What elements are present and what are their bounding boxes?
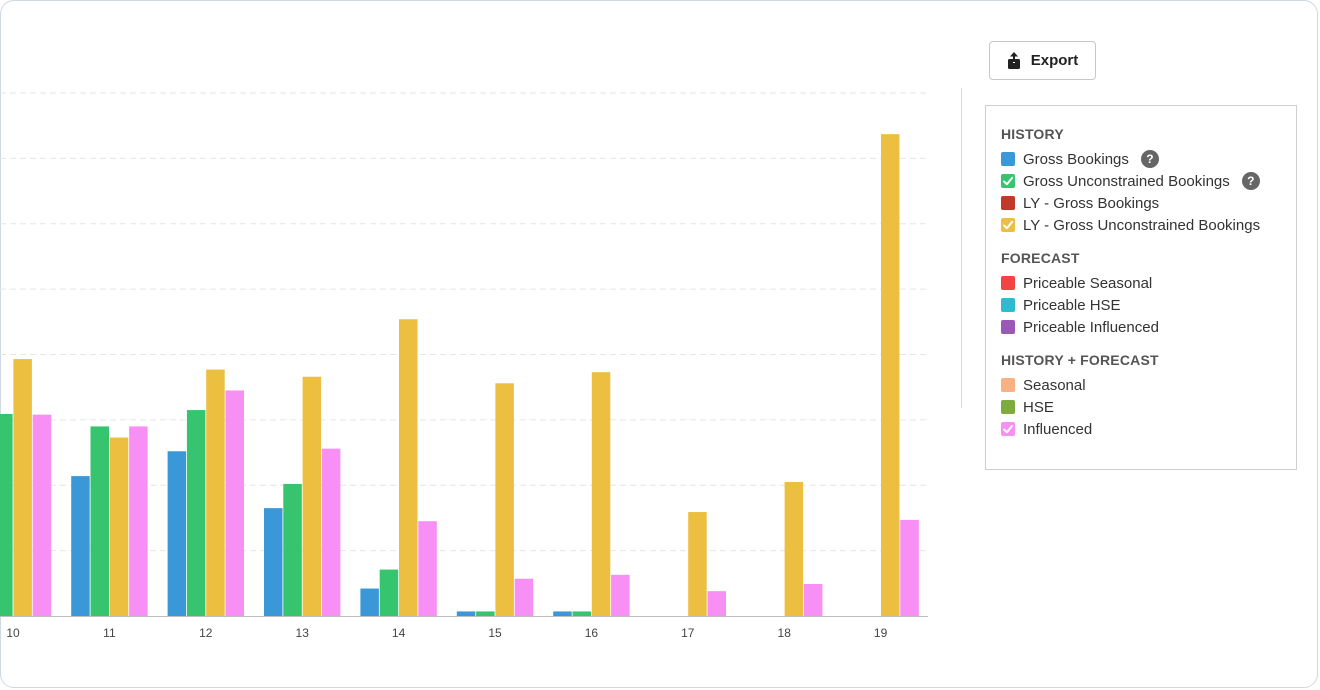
bar — [900, 519, 919, 616]
bar — [283, 483, 302, 616]
legend-item-label: Gross Unconstrained Bookings — [1023, 172, 1230, 190]
legend-item-label: Priceable Seasonal — [1023, 274, 1153, 292]
legend-item-label: Seasonal — [1023, 376, 1086, 394]
x-tick-label: 16 — [585, 626, 599, 640]
legend-item[interactable]: Gross Bookings? — [1001, 148, 1296, 170]
bar — [90, 426, 109, 616]
bar — [495, 383, 514, 616]
export-button[interactable]: Export — [989, 41, 1096, 80]
bar — [591, 372, 611, 616]
legend-item[interactable]: Influenced — [1001, 418, 1296, 440]
legend-swatch-checked[interactable] — [1001, 218, 1015, 232]
bar — [553, 611, 572, 616]
export-label: Export — [1030, 52, 1079, 69]
divider — [961, 88, 962, 408]
bar — [476, 611, 495, 616]
bar — [784, 481, 804, 616]
bar — [418, 521, 437, 616]
legend-item[interactable]: HSE — [1001, 396, 1296, 418]
bar — [688, 512, 707, 616]
bar — [881, 134, 900, 616]
legend-swatch[interactable] — [1001, 378, 1015, 392]
checkmark-icon — [1003, 176, 1014, 186]
legend-item[interactable]: Gross Unconstrained Bookings? — [1001, 170, 1296, 192]
legend-item[interactable]: Priceable Influenced — [1001, 316, 1296, 338]
legend-item[interactable]: LY - Gross Bookings — [1001, 192, 1296, 214]
legend-group: FORECAST Priceable Seasonal Priceable HSE P… — [1001, 250, 1296, 338]
legend-swatch-checked[interactable] — [1001, 174, 1015, 188]
legend-group: HISTORY Gross Bookings? Gross Unconstraine… — [1001, 126, 1296, 236]
legend-item[interactable]: Priceable Seasonal — [1001, 272, 1296, 294]
legend-swatch[interactable] — [1001, 400, 1015, 414]
bar — [109, 437, 129, 616]
legend: HISTORY Gross Bookings? Gross Unconstraine… — [985, 105, 1297, 470]
x-tick-label: 19 — [874, 626, 888, 640]
bar — [32, 414, 52, 616]
bar — [129, 426, 148, 616]
bar — [302, 376, 322, 616]
bar — [71, 476, 90, 616]
bar — [572, 611, 591, 616]
bar — [803, 583, 823, 616]
legend-item-label: Priceable Influenced — [1023, 318, 1159, 336]
legend-item-label: Priceable HSE — [1023, 296, 1121, 314]
x-tick-label: 12 — [199, 626, 213, 640]
help-icon[interactable]: ? — [1241, 172, 1260, 190]
checkmark-icon — [1003, 424, 1014, 434]
bar — [399, 319, 418, 616]
legend-swatch[interactable] — [1001, 298, 1015, 312]
bar — [13, 359, 32, 616]
legend-item-label: Gross Bookings — [1023, 150, 1129, 168]
x-tick-label: 13 — [296, 626, 310, 640]
x-tick-label: 10 — [6, 626, 20, 640]
legend-group-title: HISTORY + FORECAST — [1001, 352, 1159, 368]
legend-swatch[interactable] — [1001, 276, 1015, 290]
x-tick-label: 14 — [392, 626, 406, 640]
legend-swatch[interactable] — [1001, 152, 1015, 166]
legend-group: HISTORY + FORECAST Seasonal HSE Influenced — [1001, 352, 1296, 440]
bar — [0, 413, 13, 616]
bar — [264, 508, 283, 616]
bar — [514, 578, 534, 616]
legend-group-title: HISTORY — [1001, 126, 1064, 142]
legend-swatch[interactable] — [1001, 320, 1015, 334]
bar — [456, 611, 476, 616]
legend-item-label: HSE — [1023, 398, 1054, 416]
x-tick-label: 17 — [681, 626, 695, 640]
bar — [225, 390, 244, 616]
x-tick-label: 18 — [778, 626, 792, 640]
bar — [321, 448, 341, 616]
x-tick-label: 11 — [103, 626, 116, 640]
bar — [167, 451, 187, 616]
legend-item[interactable]: Seasonal — [1001, 374, 1296, 396]
bar — [707, 591, 726, 616]
bar-chart: 10 11 12 13 14 15 16 17 18 19 — [0, 92, 928, 640]
share-icon — [1007, 51, 1020, 69]
bar — [186, 410, 206, 616]
legend-group-title: FORECAST — [1001, 250, 1080, 266]
bar — [379, 569, 399, 616]
x-tick-label: 15 — [488, 626, 502, 640]
legend-item-label: Influenced — [1023, 420, 1093, 438]
legend-item[interactable]: LY - Gross Unconstrained Bookings — [1001, 214, 1296, 236]
legend-swatch[interactable] — [1001, 196, 1015, 210]
legend-item[interactable]: Priceable HSE — [1001, 294, 1296, 316]
checkmark-icon — [1003, 220, 1014, 230]
bar — [360, 588, 379, 616]
bar — [206, 369, 225, 616]
bar — [611, 574, 630, 616]
legend-item-label: LY - Gross Unconstrained Bookings — [1023, 216, 1261, 234]
help-icon[interactable]: ? — [1140, 150, 1159, 168]
legend-swatch-checked[interactable] — [1001, 422, 1015, 436]
legend-item-label: LY - Gross Bookings — [1023, 194, 1160, 212]
